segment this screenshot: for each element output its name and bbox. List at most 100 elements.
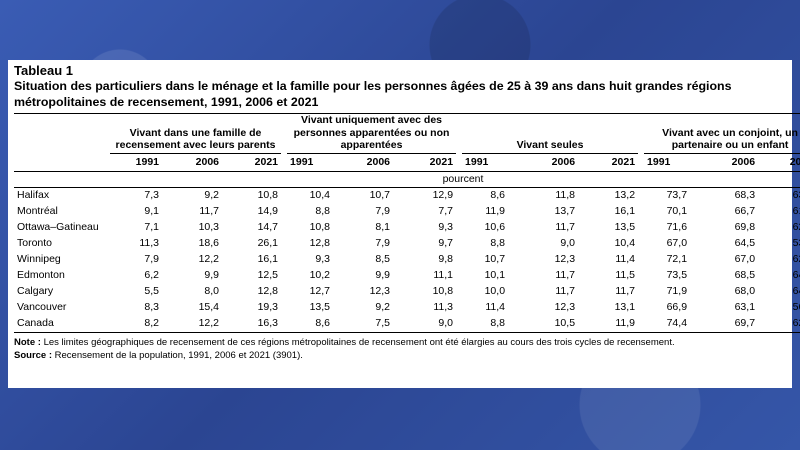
table-subtitle: Situation des particuliers dans le ménag… [14, 79, 732, 109]
table-cell: 13,7 [554, 205, 576, 217]
table-cell: 10,1 [484, 269, 506, 281]
table-cell: 9,3 [438, 221, 454, 233]
table-cell: 68,3 [734, 189, 756, 201]
row-label: Ottawa–Gatineau [17, 221, 99, 233]
note-label: Note : [14, 336, 41, 348]
table-cell: 10,4 [614, 237, 636, 249]
table-cell: 9,0 [560, 237, 576, 249]
table-cell: 8,3 [144, 301, 159, 313]
table-cell: 19,3 [257, 301, 279, 313]
table-cell: 11,7 [555, 221, 576, 233]
table-cell: 8,8 [462, 315, 509, 333]
table-cell: 7,1 [144, 221, 159, 233]
table-cell: 67,0 [734, 253, 756, 265]
table-row: Montréal 9,1 11,7 14,9 8,8 7,9 7,7 11,9 13,7 16,1… [14, 204, 800, 220]
table-cell: 73,5 [666, 269, 688, 281]
group-header-row: Vivant dans une famille de recensement a… [14, 113, 800, 154]
table-cell: 14,9 [257, 205, 279, 217]
table-cell: 12,3 [554, 301, 576, 313]
table-cell: 12,3 [554, 253, 576, 265]
table-row: Calgary 5,5 8,0 12,8 12,7 12,3 10,8 10,0 11,7 11,… [14, 284, 800, 300]
year-header: 2021 [222, 153, 282, 172]
table-cell: 66,7 [734, 205, 756, 217]
table-cell: 5,5 [144, 285, 159, 297]
table-cell: 71,6 [666, 221, 688, 233]
year-header: 2021 [758, 153, 800, 172]
table-cell: 16,3 [222, 315, 282, 333]
note-line: Note : Les limites géographiques de rece… [14, 336, 786, 349]
table-cell: 10,2 [309, 269, 331, 281]
table-cell: 70,1 [666, 205, 688, 217]
group-header-parents: Vivant dans une famille de recensement a… [110, 113, 282, 154]
table-row: Edmonton 6,2 9,9 12,5 10,2 9,9 11,1 10,1 11,7 11,… [14, 268, 800, 284]
table-cell: 63,1 [734, 301, 756, 313]
table-cell: 11,4 [615, 253, 636, 265]
table-cell: 16,1 [257, 253, 279, 265]
table-cell: 9,2 [204, 189, 219, 201]
table-cell: 13,5 [614, 221, 636, 233]
table-cell: 73,7 [666, 189, 688, 201]
year-header-row: 1991 2006 2021 1991 2006 2021 1991 2006 … [14, 153, 800, 172]
table-cell: 62,5 [792, 221, 800, 233]
table-cell: 12,2 [198, 253, 219, 265]
table-cell: 9,3 [315, 253, 331, 265]
table-cell: 14,7 [257, 221, 279, 233]
table-cell: 74,4 [644, 315, 691, 333]
group-header-related: Vivant uniquement avec des personnes app… [287, 113, 457, 154]
row-label: Edmonton [17, 269, 65, 281]
table-cell: 11,7 [615, 285, 636, 297]
table-cell: 68,5 [734, 269, 756, 281]
table-row: Halifax 7,3 9,2 10,8 10,4 10,7 12,9 8,6 11,8 13,2… [14, 187, 800, 204]
table-cell: 18,6 [198, 237, 219, 249]
table-cell: 9,9 [204, 269, 219, 281]
row-label: Halifax [17, 189, 50, 201]
table-footnotes: Note : Les limites géographiques de rece… [14, 336, 786, 362]
table-cell: 10,5 [508, 315, 579, 333]
table-cell: 13,5 [309, 301, 331, 313]
table-cell: 26,1 [257, 237, 279, 249]
table-cell: 8,5 [375, 253, 391, 265]
table-cell: 8,8 [315, 205, 331, 217]
table-row: Canada 8,2 12,2 16,3 8,6 7,5 9,0 8,8 10,5 11,9 74,… [14, 315, 800, 333]
table-cell: 10,6 [484, 221, 506, 233]
table-cell: 12,8 [309, 237, 331, 249]
table-cell: 10,3 [198, 221, 219, 233]
table-cell: 67,0 [666, 237, 688, 249]
table-cell: 7,7 [438, 205, 454, 217]
table-row: Winnipeg 7,9 12,2 16,1 9,3 8,5 9,8 10,7 12,3 11,4… [14, 252, 800, 268]
year-header: 2006 [333, 153, 394, 172]
table-cell: 68,0 [734, 285, 756, 297]
source-text: Recensement de la population, 1991, 2006… [54, 349, 303, 361]
table-cell: 11,7 [555, 285, 576, 297]
table-cell: 11,3 [433, 301, 454, 313]
table-cell: 8,1 [375, 221, 391, 233]
unit-row: pourcent [14, 171, 800, 188]
table-cell: 16,1 [614, 205, 636, 217]
table-cell: 11,9 [485, 205, 506, 217]
row-label: Winnipeg [17, 253, 61, 265]
table-cell: 9,9 [375, 269, 391, 281]
table-cell: 8,6 [490, 189, 506, 201]
table-cell: 9,8 [438, 253, 454, 265]
table-cell: 10,0 [484, 285, 506, 297]
table-cell: 7,3 [144, 189, 159, 201]
unit-label: pourcent [110, 171, 800, 188]
table-cell: 12,3 [369, 285, 391, 297]
table-cell: 69,8 [734, 221, 756, 233]
table-cell: 13,1 [614, 301, 636, 313]
table-cell: 62,8 [758, 315, 800, 333]
table-cell: 11,5 [615, 269, 636, 281]
table-cell: 7,9 [144, 253, 159, 265]
table-cell: 69,7 [690, 315, 759, 333]
year-header: 2006 [690, 153, 759, 172]
table-cell: 11,4 [485, 301, 506, 313]
year-header: 1991 [110, 153, 162, 172]
table-cell: 8,6 [287, 315, 334, 333]
table-cell: 9,0 [393, 315, 457, 333]
table-cell: 12,2 [162, 315, 222, 333]
group-header-spouse: Vivant avec un conjoint, un partenaire o… [644, 113, 800, 154]
table-cell: 71,9 [666, 285, 688, 297]
table-cell: 64,9 [792, 269, 800, 281]
row-label: Canada [14, 315, 110, 333]
table-cell: 10,7 [369, 189, 391, 201]
